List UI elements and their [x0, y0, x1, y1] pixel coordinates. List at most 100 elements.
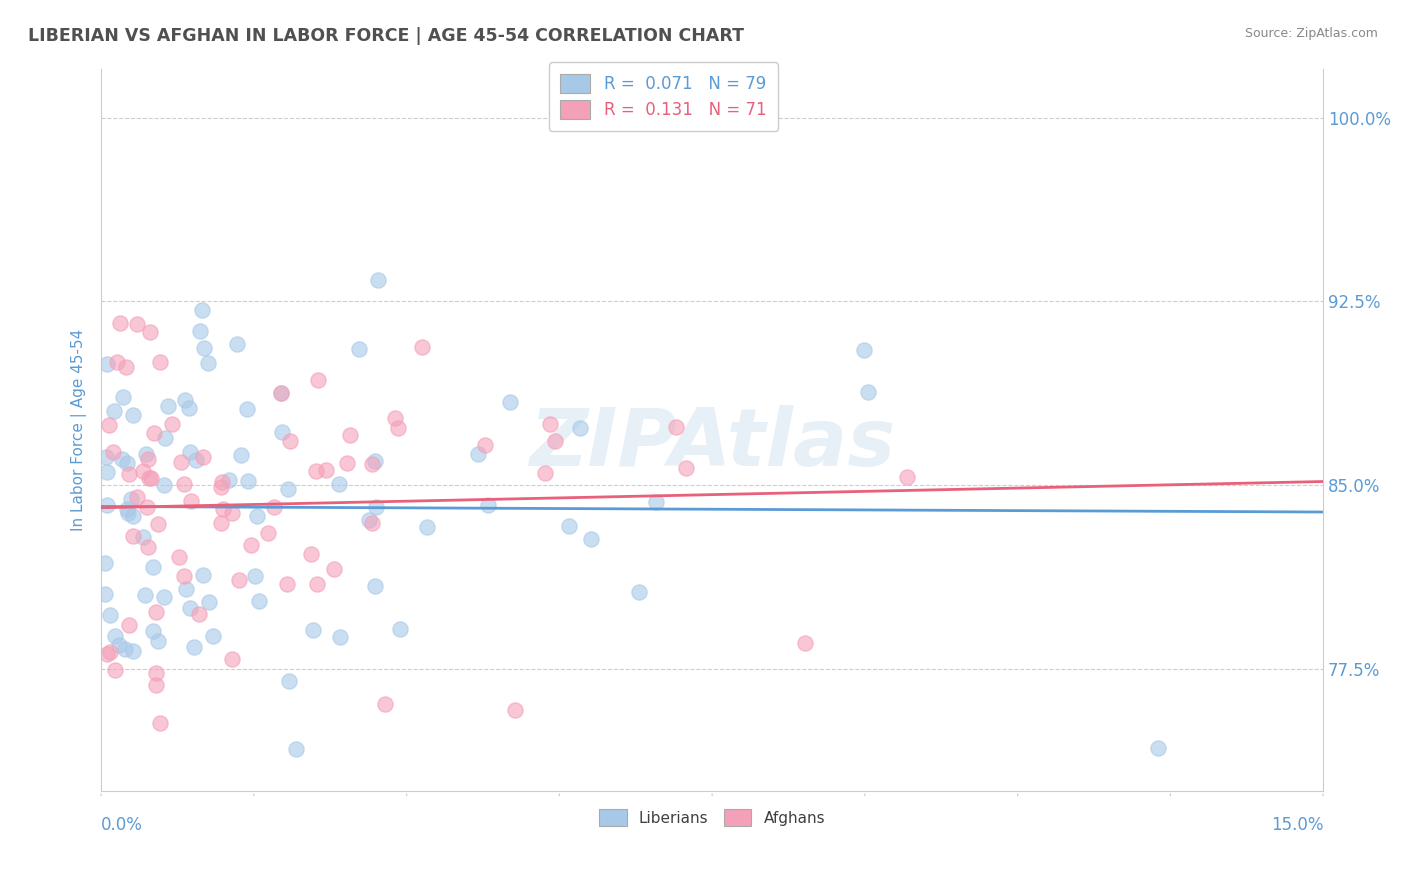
Point [285, 742, 308, 756]
Point [125, 490, 148, 504]
Point [179, 601, 201, 615]
Point [299, 547, 322, 561]
Point [122, 644, 145, 658]
Point [202, 629, 225, 643]
Point [231, 448, 253, 462]
Point [644, 495, 666, 509]
Point [366, 500, 388, 515]
Point [477, 498, 499, 512]
Point [96, 357, 118, 371]
Point [100, 644, 122, 658]
Point [416, 520, 439, 534]
Point [411, 340, 433, 354]
Point [111, 451, 134, 466]
Point [364, 579, 387, 593]
Point [96, 465, 118, 479]
Point [579, 532, 602, 546]
Point [101, 445, 124, 459]
Point [211, 475, 233, 489]
Point [305, 577, 328, 591]
Point [238, 475, 260, 489]
Point [105, 355, 128, 369]
Point [97, 418, 120, 433]
Point [198, 595, 221, 609]
Point [193, 567, 215, 582]
Point [374, 698, 396, 712]
Point [193, 342, 215, 356]
Point [94, 556, 117, 570]
Text: 15.0%: 15.0% [1271, 815, 1323, 834]
Point [270, 425, 292, 440]
Point [118, 467, 141, 481]
Text: 0.0%: 0.0% [101, 815, 143, 834]
Point [103, 404, 125, 418]
Point [221, 652, 243, 666]
Point [170, 455, 193, 469]
Point [278, 434, 301, 449]
Point [149, 715, 172, 730]
Point [305, 464, 328, 478]
Point [136, 452, 159, 467]
Point [467, 447, 489, 461]
Legend: Liberians, Afghans: Liberians, Afghans [592, 801, 832, 834]
Point [94, 587, 117, 601]
Point [193, 450, 215, 464]
Point [364, 453, 387, 467]
Point [173, 477, 195, 491]
Point [558, 518, 581, 533]
Point [361, 516, 384, 531]
Point [675, 461, 697, 475]
Point [184, 453, 207, 467]
Point [131, 464, 153, 478]
Point [117, 506, 139, 520]
Point [336, 456, 359, 470]
Point [179, 445, 201, 459]
Point [503, 703, 526, 717]
Point [142, 624, 165, 639]
Point [173, 569, 195, 583]
Point [114, 642, 136, 657]
Point [339, 427, 361, 442]
Point [104, 629, 127, 643]
Point [499, 394, 522, 409]
Point [245, 568, 267, 582]
Point [389, 622, 412, 636]
Point [247, 593, 270, 607]
Point [218, 473, 240, 487]
Point [188, 324, 211, 338]
Point [187, 607, 209, 621]
Point [94, 450, 117, 465]
Point [211, 501, 233, 516]
Point [115, 456, 138, 470]
Point [538, 417, 561, 432]
Text: ZIPAtlas: ZIPAtlas [529, 405, 896, 483]
Point [145, 605, 167, 619]
Point [474, 438, 496, 452]
Point [323, 562, 346, 576]
Point [146, 517, 169, 532]
Point [112, 390, 135, 404]
Point [1146, 741, 1168, 756]
Point [357, 514, 380, 528]
Point [302, 623, 325, 637]
Point [384, 411, 406, 425]
Point [96, 498, 118, 512]
Point [122, 529, 145, 543]
Point [263, 500, 285, 514]
Point [122, 508, 145, 523]
Point [228, 573, 250, 587]
Point [132, 530, 155, 544]
Point [197, 356, 219, 370]
Point [896, 470, 918, 484]
Point [544, 434, 567, 449]
Point [138, 471, 160, 485]
Point [276, 576, 298, 591]
Point [136, 500, 159, 515]
Point [315, 463, 337, 477]
Point [122, 408, 145, 422]
Point [169, 549, 191, 564]
Point [142, 426, 165, 441]
Point [117, 501, 139, 516]
Point [138, 325, 160, 339]
Point [387, 421, 409, 435]
